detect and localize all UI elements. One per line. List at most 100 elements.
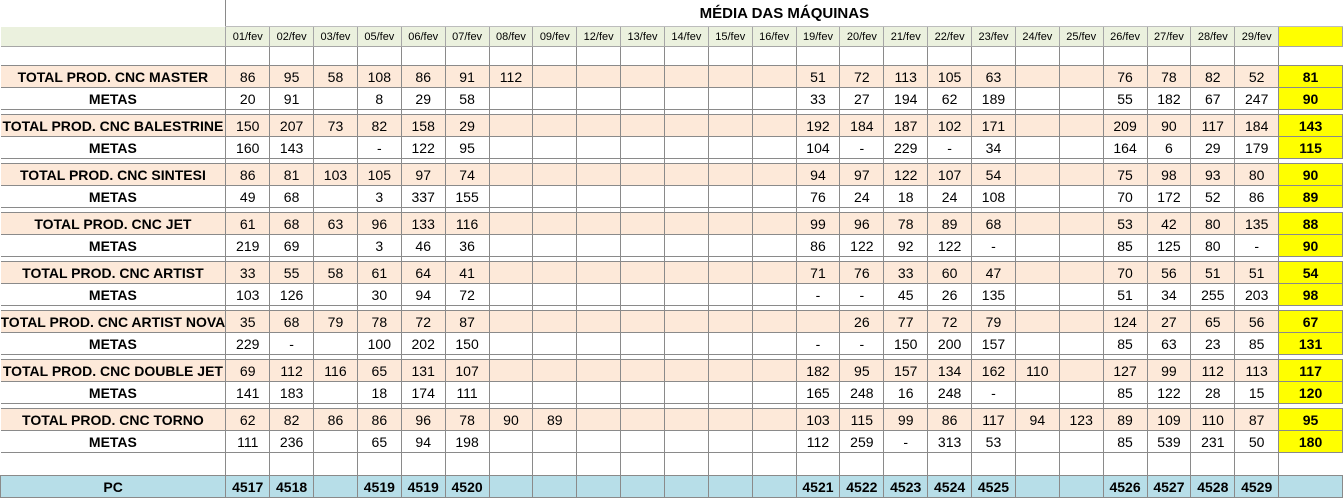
- value-cell[interactable]: [488, 136, 534, 159]
- value-cell[interactable]: 122: [927, 234, 973, 257]
- value-cell[interactable]: [751, 185, 797, 208]
- value-cell[interactable]: 107: [444, 359, 490, 382]
- value-cell[interactable]: 122: [400, 136, 446, 159]
- pc-value-cell[interactable]: 4523: [883, 475, 929, 498]
- value-cell[interactable]: [532, 234, 578, 257]
- pc-value-cell[interactable]: 4520: [444, 475, 490, 498]
- value-cell[interactable]: [576, 163, 622, 186]
- value-cell[interactable]: 20: [225, 87, 271, 110]
- value-cell[interactable]: 99: [1146, 359, 1192, 382]
- value-cell[interactable]: [488, 283, 534, 306]
- value-cell[interactable]: 259: [839, 430, 885, 453]
- value-cell[interactable]: 34: [971, 136, 1016, 159]
- value-cell[interactable]: [707, 212, 753, 235]
- value-cell[interactable]: [313, 234, 358, 257]
- value-cell[interactable]: 231: [1190, 430, 1236, 453]
- date-header-cell[interactable]: 29/fev: [1234, 26, 1280, 47]
- value-cell[interactable]: 115: [839, 408, 885, 431]
- value-cell[interactable]: 52: [1234, 65, 1280, 88]
- value-cell[interactable]: 15: [1234, 381, 1280, 404]
- value-cell[interactable]: [707, 114, 753, 137]
- value-cell[interactable]: [663, 65, 709, 88]
- value-cell[interactable]: 98: [1146, 163, 1192, 186]
- value-cell[interactable]: 200: [927, 332, 973, 355]
- value-cell[interactable]: -: [971, 234, 1016, 257]
- value-cell[interactable]: 97: [839, 163, 885, 186]
- value-cell[interactable]: [1058, 65, 1104, 88]
- value-cell[interactable]: 63: [1146, 332, 1192, 355]
- value-cell[interactable]: 86: [356, 408, 402, 431]
- value-cell[interactable]: 194: [883, 87, 929, 110]
- value-cell[interactable]: [620, 408, 665, 431]
- row-label[interactable]: TOTAL PROD. CNC SINTESI: [0, 163, 227, 186]
- value-cell[interactable]: [620, 136, 665, 159]
- value-cell[interactable]: 113: [1234, 359, 1280, 382]
- date-header-cell[interactable]: 22/fev: [927, 26, 973, 47]
- value-cell[interactable]: 51: [1102, 283, 1148, 306]
- value-cell[interactable]: [1058, 261, 1104, 284]
- value-cell[interactable]: [707, 408, 753, 431]
- value-cell[interactable]: [620, 87, 665, 110]
- value-cell[interactable]: [751, 212, 797, 235]
- value-cell[interactable]: [707, 359, 753, 382]
- value-cell[interactable]: [663, 283, 709, 306]
- pc-value-cell[interactable]: [620, 475, 665, 498]
- value-cell[interactable]: 189: [971, 87, 1016, 110]
- value-cell[interactable]: [751, 234, 797, 257]
- value-cell[interactable]: 28: [1190, 381, 1236, 404]
- pc-value-cell[interactable]: 4519: [400, 475, 446, 498]
- value-cell[interactable]: 150: [225, 114, 271, 137]
- value-cell[interactable]: [488, 359, 534, 382]
- date-header-cell[interactable]: 15/fev: [707, 26, 753, 47]
- value-cell[interactable]: [576, 234, 622, 257]
- value-cell[interactable]: 90: [488, 408, 534, 431]
- value-cell[interactable]: -: [971, 381, 1016, 404]
- value-cell[interactable]: 183: [269, 381, 315, 404]
- value-cell[interactable]: 102: [927, 114, 973, 137]
- value-cell[interactable]: [751, 310, 797, 333]
- value-cell[interactable]: [1014, 430, 1060, 453]
- value-cell[interactable]: 87: [1234, 408, 1280, 431]
- value-cell[interactable]: 49: [225, 185, 271, 208]
- value-cell[interactable]: 23: [1190, 332, 1236, 355]
- value-cell[interactable]: 65: [356, 430, 402, 453]
- row-label[interactable]: TOTAL PROD. CNC ARTIST: [0, 261, 227, 284]
- value-cell[interactable]: 99: [795, 212, 841, 235]
- value-cell[interactable]: [751, 430, 797, 453]
- value-cell[interactable]: 187: [883, 114, 929, 137]
- value-cell[interactable]: 61: [225, 212, 271, 235]
- value-cell[interactable]: 65: [1190, 310, 1236, 333]
- value-cell[interactable]: 174: [400, 381, 446, 404]
- value-cell[interactable]: 198: [444, 430, 490, 453]
- pc-value-cell[interactable]: [663, 475, 709, 498]
- value-cell[interactable]: [576, 87, 622, 110]
- value-cell[interactable]: 96: [400, 408, 446, 431]
- value-cell[interactable]: 229: [225, 332, 271, 355]
- value-cell[interactable]: [488, 234, 534, 257]
- value-cell[interactable]: 70: [1102, 261, 1148, 284]
- value-cell[interactable]: 56: [1146, 261, 1192, 284]
- average-cell[interactable]: 89: [1278, 185, 1343, 208]
- value-cell[interactable]: 112: [488, 65, 534, 88]
- value-cell[interactable]: 171: [971, 114, 1016, 137]
- value-cell[interactable]: -: [927, 136, 973, 159]
- pc-value-cell[interactable]: 4528: [1190, 475, 1236, 498]
- value-cell[interactable]: 29: [400, 87, 446, 110]
- value-cell[interactable]: 29: [444, 114, 490, 137]
- value-cell[interactable]: [488, 332, 534, 355]
- value-cell[interactable]: 109: [1146, 408, 1192, 431]
- value-cell[interactable]: [1058, 212, 1104, 235]
- value-cell[interactable]: [707, 87, 753, 110]
- value-cell[interactable]: 90: [1146, 114, 1192, 137]
- value-cell[interactable]: [751, 65, 797, 88]
- value-cell[interactable]: 72: [400, 310, 446, 333]
- value-cell[interactable]: 18: [356, 381, 402, 404]
- value-cell[interactable]: 16: [883, 381, 929, 404]
- value-cell[interactable]: 255: [1190, 283, 1236, 306]
- value-cell[interactable]: 150: [444, 332, 490, 355]
- value-cell[interactable]: 247: [1234, 87, 1280, 110]
- date-header-cell[interactable]: 02/fev: [269, 26, 315, 47]
- value-cell[interactable]: 105: [927, 65, 973, 88]
- value-cell[interactable]: 76: [839, 261, 885, 284]
- value-cell[interactable]: 51: [1234, 261, 1280, 284]
